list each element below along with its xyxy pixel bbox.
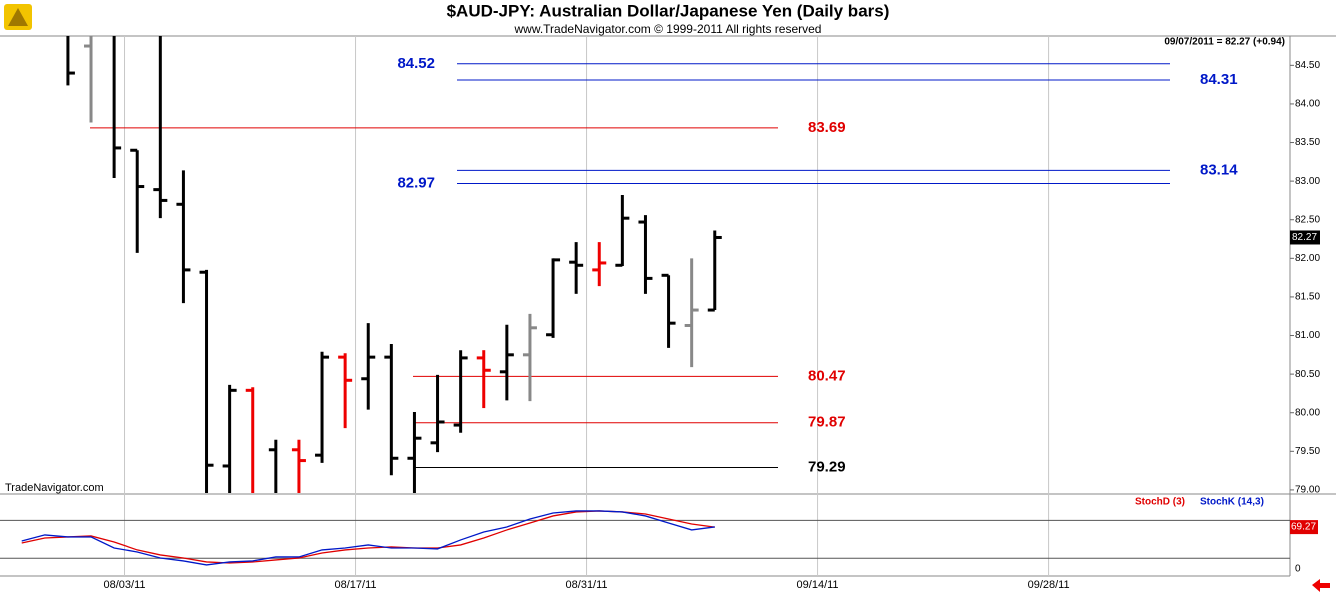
- last-price-box: [1290, 230, 1320, 245]
- x-tick-label: 09/28/11: [1028, 579, 1070, 591]
- last-price-label: 82.27: [1292, 232, 1317, 243]
- y-tick-label: 83.00: [1295, 176, 1320, 187]
- level-label: 79.87: [808, 414, 846, 431]
- chart-title: $AUD-JPY: Australian Dollar/Japanese Yen…: [447, 1, 890, 20]
- last-quote: 09/07/2011 = 82.27 (+0.94): [1164, 37, 1285, 48]
- level-label: 83.14: [1200, 161, 1238, 178]
- y-tick-label: 82.50: [1295, 214, 1320, 225]
- level-label: 80.47: [808, 367, 846, 384]
- level-label: 84.31: [1200, 71, 1238, 88]
- x-tick-label: 08/03/11: [104, 579, 146, 591]
- level-label: 83.69: [808, 119, 846, 136]
- y-tick-label: 79.50: [1295, 446, 1320, 457]
- level-label: 84.52: [397, 55, 435, 72]
- watermark: TradeNavigator.com: [5, 482, 104, 494]
- y-tick-label: 84.00: [1295, 99, 1320, 110]
- legend-entry: StochD (3): [1135, 497, 1185, 508]
- y-tick-label: 84.50: [1295, 60, 1320, 71]
- chart-subtitle: www.TradeNavigator.com © 1999-2011 All r…: [514, 22, 822, 36]
- level-label: 79.29: [808, 458, 846, 475]
- scroll-arrow[interactable]: [1312, 579, 1330, 592]
- logo: [4, 4, 32, 30]
- y-tick-label: 79.00: [1295, 485, 1320, 496]
- x-tick-label: 08/31/11: [566, 579, 608, 591]
- x-tick-label: 09/14/11: [797, 579, 839, 591]
- y-tick-label: 83.50: [1295, 137, 1320, 148]
- last-value-label: 69.27: [1291, 522, 1316, 533]
- last-value-box: [1290, 520, 1318, 535]
- stoch-line: [21, 510, 715, 566]
- price-plot: [66, 36, 1170, 493]
- y-tick-label: 80.00: [1295, 407, 1320, 418]
- y-tick-label: 80.50: [1295, 369, 1320, 380]
- x-tick-label: 08/17/11: [335, 579, 377, 591]
- y-tick-label: 82.00: [1295, 253, 1320, 264]
- y-tick-label: 0: [1295, 564, 1301, 575]
- legend-entry: StochK (14,3): [1200, 497, 1264, 508]
- y-tick-label: 81.00: [1295, 330, 1320, 341]
- level-label: 82.97: [397, 174, 435, 191]
- y-tick-label: 81.50: [1295, 292, 1320, 303]
